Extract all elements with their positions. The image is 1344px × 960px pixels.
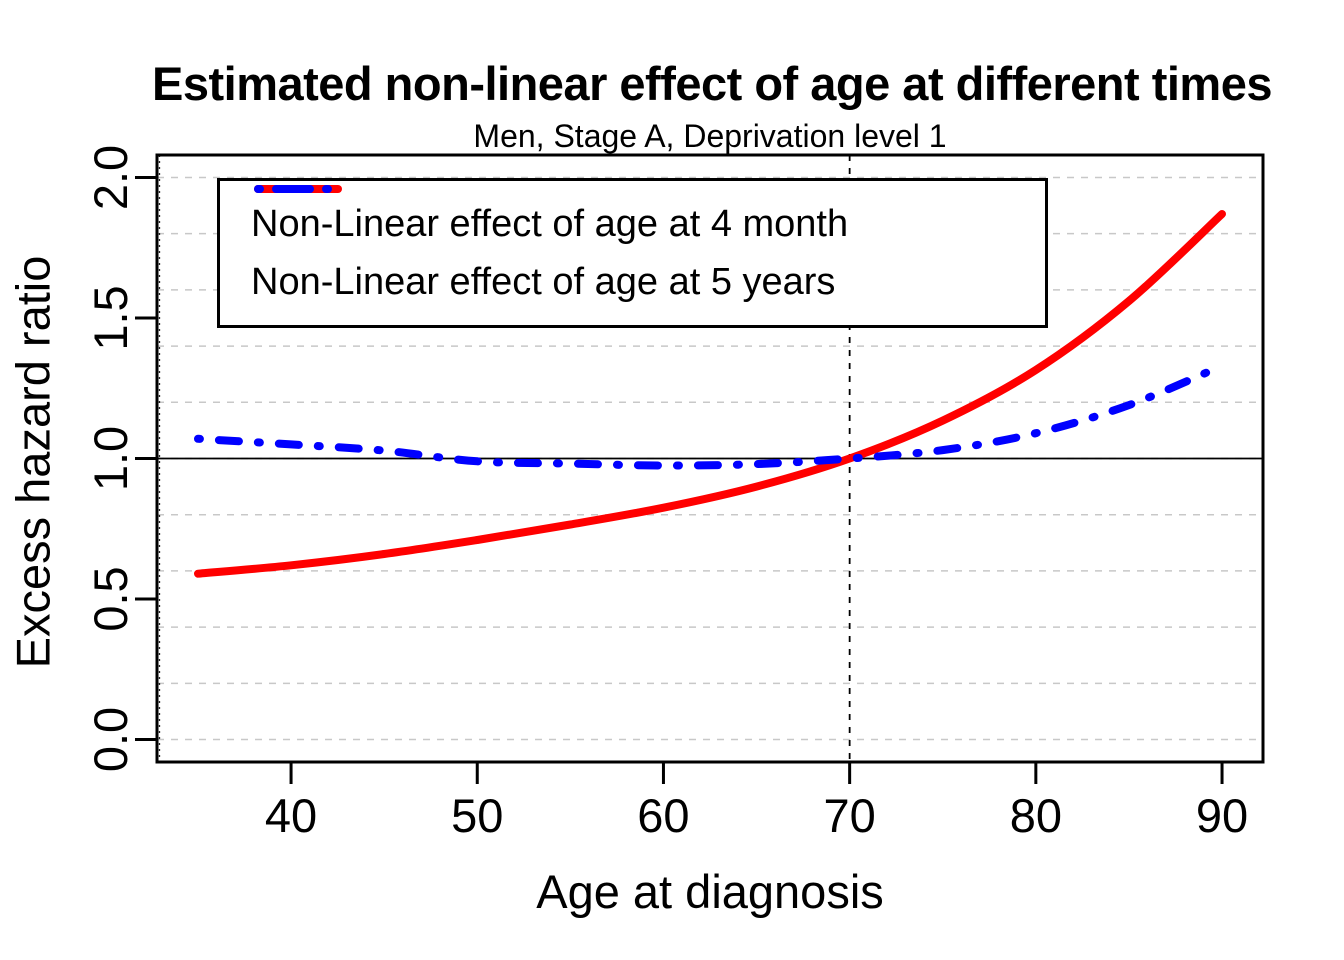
plot-box (155, 153, 1265, 764)
legend: Non-Linear effect of age at 4 month Non-… (217, 178, 1048, 328)
legend-label: Non-Linear effect of age at 4 month (251, 202, 849, 245)
y-axis-label: Excess hazard ratio (6, 255, 60, 669)
x-tick-label: 40 (265, 789, 317, 842)
x-tick-label: 60 (637, 789, 689, 842)
y-tick-label: 1.5 (84, 285, 137, 350)
y-tick-label: 0.5 (84, 566, 137, 631)
chart-subtitle: Men, Stage A, Deprivation level 1 (473, 118, 947, 154)
y-tick-label: 0.0 (84, 707, 137, 772)
legend-label: Non-Linear effect of age at 5 years (251, 260, 836, 303)
curve-0 (194, 210, 1226, 578)
x-tick-label: 80 (1010, 789, 1062, 842)
legend-line-sample-dashdot (254, 185, 342, 193)
x-tick-label: 50 (451, 789, 503, 842)
x-tick-label: 90 (1196, 789, 1248, 842)
x-axis-label: Age at diagnosis (536, 865, 884, 918)
chart-title: Estimated non-linear effect of age at di… (152, 57, 1273, 110)
legend-item: Non-Linear effect of age at 4 month (220, 185, 1045, 246)
legend-item: Non-Linear effect of age at 5 years (220, 185, 1045, 304)
curve-1 (194, 361, 1226, 470)
x-tick-label: 70 (824, 789, 876, 842)
y-tick-label: 2.0 (84, 145, 137, 210)
y-tick-label: 1.0 (84, 426, 137, 491)
